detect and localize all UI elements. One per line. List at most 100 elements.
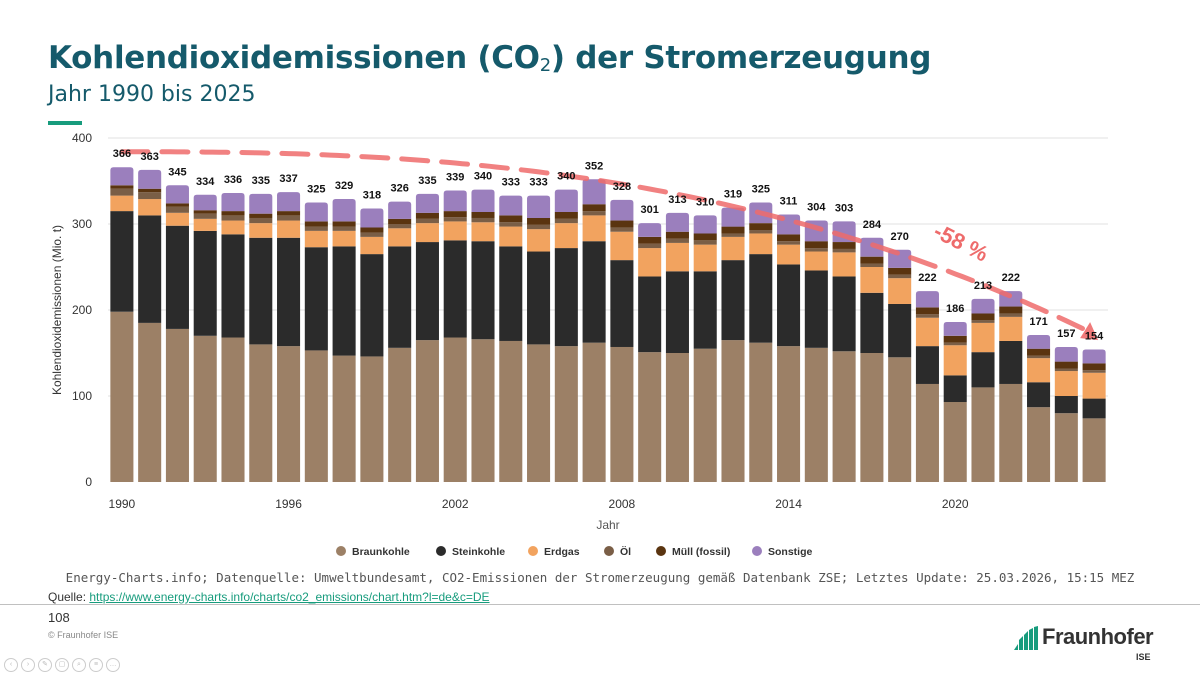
- bar-segment-sonstige: [1054, 346, 1078, 362]
- bar-segment-öl: [638, 243, 662, 249]
- bar-segment-müll-fossil-: [804, 241, 828, 249]
- bar-segment-braunkohle: [971, 387, 995, 482]
- bar-segment-sonstige: [332, 199, 356, 222]
- legend-marker: [436, 546, 446, 556]
- bar-total-label: 222: [918, 272, 936, 284]
- bar-segment-steinkohle: [138, 215, 162, 323]
- bar-segment-braunkohle: [332, 355, 356, 482]
- logo-subtext: ISE: [1136, 652, 1151, 662]
- bar-segment-braunkohle: [999, 383, 1023, 482]
- bar-total-label: 340: [474, 171, 492, 183]
- bar-segment-braunkohle: [443, 337, 467, 482]
- bar-segment-steinkohle: [693, 271, 717, 349]
- bar-segment-öl: [665, 238, 689, 243]
- bar-segment-sonstige: [1082, 349, 1106, 364]
- bar-segment-sonstige: [971, 298, 995, 314]
- bar-segment-erdgas: [304, 230, 328, 248]
- presentation-nav: ‹ › ✎ ▢ ⌕ ≡ …: [4, 658, 120, 672]
- bar-segment-braunkohle: [582, 342, 606, 482]
- bar-segment-sonstige: [277, 192, 301, 212]
- bar-total-label: 336: [224, 174, 242, 186]
- bar-segment-steinkohle: [221, 234, 245, 338]
- bar-segment-steinkohle: [388, 246, 412, 348]
- bar-segment-öl: [360, 232, 384, 237]
- bar-segment-steinkohle: [249, 237, 273, 345]
- bar-segment-müll-fossil-: [721, 226, 745, 234]
- bar-segment-müll-fossil-: [1054, 361, 1078, 369]
- bar-segment-braunkohle: [915, 383, 939, 482]
- bar-segment-steinkohle: [1027, 382, 1051, 408]
- bar-segment-steinkohle: [943, 375, 967, 403]
- y-tick-label: 0: [85, 475, 92, 489]
- bar-segment-steinkohle: [471, 241, 495, 340]
- bar-total-label: 325: [752, 184, 770, 196]
- bar-segment-müll-fossil-: [110, 185, 134, 189]
- y-tick-label: 300: [72, 217, 92, 231]
- bar-segment-sonstige: [721, 207, 745, 227]
- bar-segment-öl: [221, 215, 245, 221]
- bar-segment-erdgas: [388, 228, 412, 247]
- bar-segment-steinkohle: [777, 264, 801, 347]
- bar-total-label: 311: [780, 196, 798, 208]
- bar-total-label: 334: [196, 176, 215, 188]
- bar-segment-erdgas: [1027, 358, 1051, 383]
- title-rest: ) der Stromerzeugung: [550, 40, 932, 76]
- bar-segment-steinkohle: [165, 225, 189, 329]
- bar-segment-steinkohle: [193, 230, 217, 336]
- copyright: © Fraunhofer ISE: [48, 630, 119, 640]
- bar-segment-braunkohle: [360, 356, 384, 482]
- bar-total-label: 333: [502, 177, 520, 189]
- bar-segment-öl: [527, 224, 551, 230]
- bar-segment-müll-fossil-: [193, 210, 217, 214]
- bar-segment-erdgas: [971, 322, 995, 353]
- bar-segment-erdgas: [749, 233, 773, 255]
- footer-divider: [0, 604, 1200, 605]
- bar-segment-öl: [860, 263, 884, 267]
- nav-next-icon[interactable]: ›: [21, 658, 35, 672]
- bar-segment-steinkohle: [527, 251, 551, 345]
- bar-segment-braunkohle: [471, 339, 495, 482]
- bar-segment-braunkohle: [110, 311, 134, 482]
- bar-total-label: 335: [418, 175, 436, 187]
- bar-total-label: 339: [446, 171, 464, 183]
- bar-segment-braunkohle: [693, 348, 717, 482]
- bar-segment-öl: [415, 218, 439, 224]
- menu-icon[interactable]: ≡: [89, 658, 103, 672]
- bar-segment-sonstige: [638, 223, 662, 237]
- bar-total-label: 363: [140, 151, 158, 163]
- bar-total-label: 284: [863, 219, 882, 231]
- slides-icon[interactable]: ▢: [55, 658, 69, 672]
- nav-prev-icon[interactable]: ‹: [4, 658, 18, 672]
- bar-segment-braunkohle: [1054, 413, 1078, 482]
- pen-icon[interactable]: ✎: [38, 658, 52, 672]
- y-tick-label: 400: [72, 131, 92, 145]
- bar-segment-öl: [138, 192, 162, 200]
- bar-segment-steinkohle: [749, 254, 773, 343]
- bar-segment-steinkohle: [971, 352, 995, 388]
- bar-segment-müll-fossil-: [610, 220, 634, 228]
- bar-total-label: 304: [807, 202, 826, 214]
- y-axis-title: Kohlendioxidemissionen (Mio. t): [50, 225, 64, 395]
- bar-segment-müll-fossil-: [888, 267, 912, 275]
- title-main: Kohlendioxidemissionen (CO: [48, 40, 540, 76]
- more-icon[interactable]: …: [106, 658, 120, 672]
- bar-segment-steinkohle: [360, 254, 384, 357]
- bar-segment-steinkohle: [721, 260, 745, 341]
- legend-marker: [528, 546, 538, 556]
- bar-segment-erdgas: [777, 244, 801, 265]
- bar-segment-müll-fossil-: [554, 211, 578, 219]
- bar-segment-erdgas: [999, 316, 1023, 341]
- bar-total-label: 313: [668, 194, 686, 206]
- accent-line: [48, 121, 82, 125]
- bar-segment-müll-fossil-: [832, 242, 856, 249]
- bar-segment-erdgas: [554, 223, 578, 249]
- bar-segment-öl: [804, 248, 828, 252]
- zoom-icon[interactable]: ⌕: [72, 658, 86, 672]
- bar-segment-braunkohle: [499, 340, 523, 482]
- bar-segment-müll-fossil-: [527, 217, 551, 225]
- fraunhofer-logo: Fraunhofer ISE: [1014, 622, 1164, 667]
- bar-segment-müll-fossil-: [471, 211, 495, 218]
- source-link[interactable]: https://www.energy-charts.info/charts/co…: [89, 590, 490, 604]
- x-axis-title: Jahr: [596, 518, 619, 532]
- bar-segment-öl: [832, 248, 856, 253]
